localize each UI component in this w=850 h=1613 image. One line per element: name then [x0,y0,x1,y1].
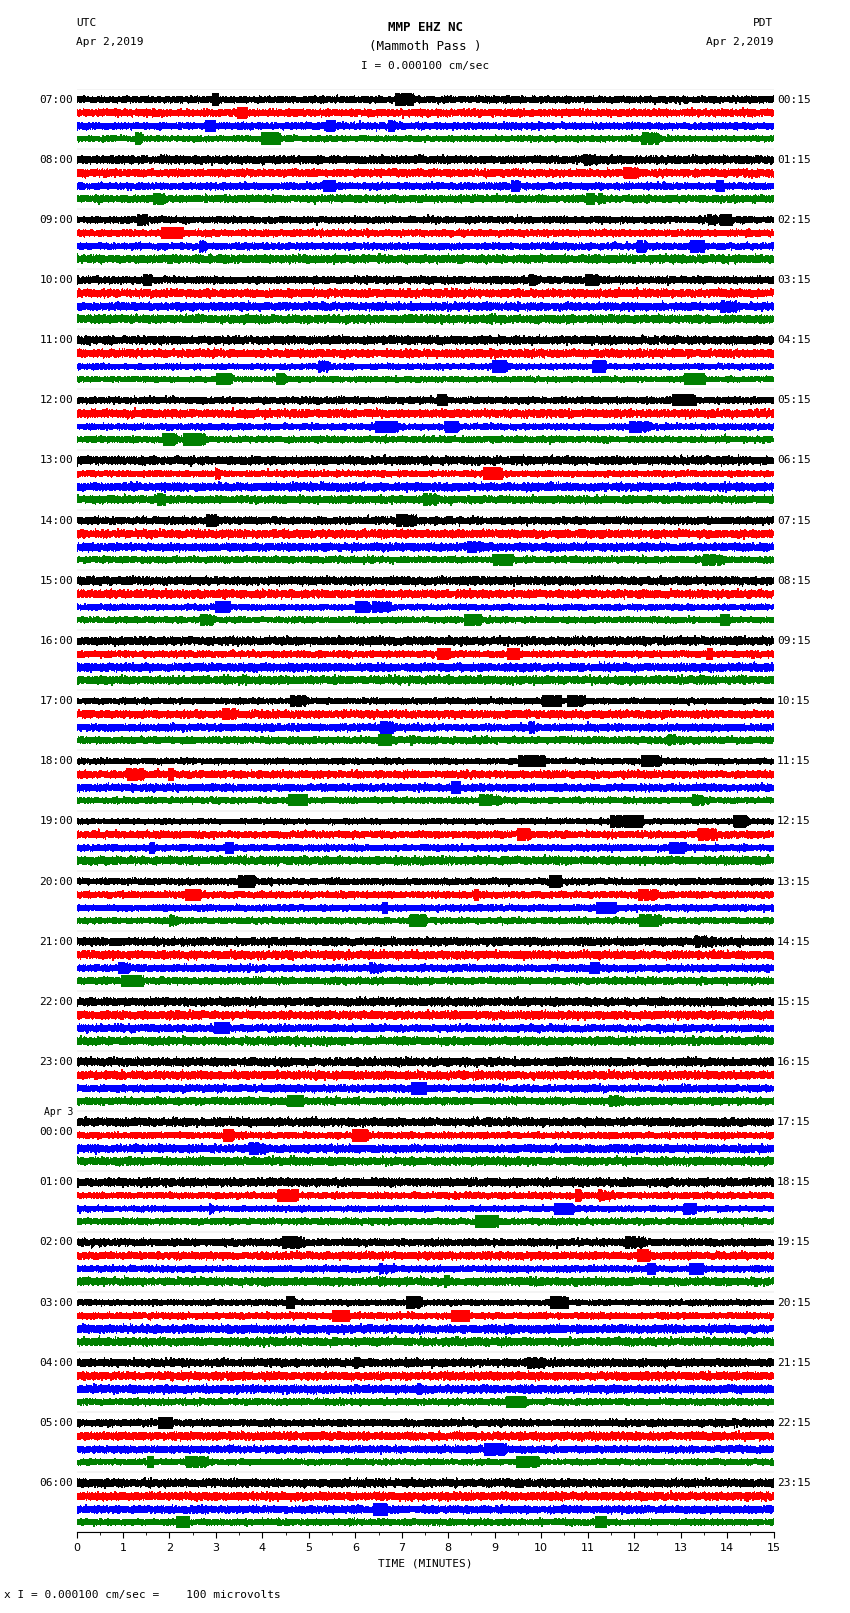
Text: 19:15: 19:15 [777,1237,811,1247]
Text: 17:15: 17:15 [777,1118,811,1127]
Text: 00:00: 00:00 [39,1127,73,1137]
Text: 22:15: 22:15 [777,1418,811,1428]
Text: 06:15: 06:15 [777,455,811,466]
Text: 04:15: 04:15 [777,336,811,345]
Text: 16:00: 16:00 [39,636,73,645]
Text: 17:00: 17:00 [39,697,73,706]
Text: 03:15: 03:15 [777,274,811,286]
Text: (Mammoth Pass ): (Mammoth Pass ) [369,40,481,53]
Text: 23:15: 23:15 [777,1478,811,1489]
Text: 14:15: 14:15 [777,937,811,947]
Text: 01:15: 01:15 [777,155,811,165]
Text: 04:00: 04:00 [39,1358,73,1368]
Text: 05:15: 05:15 [777,395,811,405]
Text: 10:15: 10:15 [777,697,811,706]
Text: 03:00: 03:00 [39,1297,73,1308]
Text: UTC: UTC [76,18,97,27]
Text: 13:15: 13:15 [777,876,811,887]
Text: 22:00: 22:00 [39,997,73,1007]
Text: 10:00: 10:00 [39,274,73,286]
Text: 19:00: 19:00 [39,816,73,826]
Text: 06:00: 06:00 [39,1478,73,1489]
Text: 14:00: 14:00 [39,516,73,526]
Text: 23:00: 23:00 [39,1057,73,1066]
Text: 02:15: 02:15 [777,215,811,224]
Text: x I = 0.000100 cm/sec =    100 microvolts: x I = 0.000100 cm/sec = 100 microvolts [4,1590,281,1600]
Text: 15:00: 15:00 [39,576,73,586]
Text: Apr 3: Apr 3 [43,1107,73,1118]
Text: 12:00: 12:00 [39,395,73,405]
Text: 07:00: 07:00 [39,95,73,105]
Text: MMP EHZ NC: MMP EHZ NC [388,21,462,34]
Text: 02:00: 02:00 [39,1237,73,1247]
Text: 16:15: 16:15 [777,1057,811,1066]
Text: 18:15: 18:15 [777,1177,811,1187]
Text: 20:00: 20:00 [39,876,73,887]
Text: I = 0.000100 cm/sec: I = 0.000100 cm/sec [361,61,489,71]
Text: 13:00: 13:00 [39,455,73,466]
Text: PDT: PDT [753,18,774,27]
Text: 12:15: 12:15 [777,816,811,826]
Text: 00:15: 00:15 [777,95,811,105]
Text: 21:15: 21:15 [777,1358,811,1368]
X-axis label: TIME (MINUTES): TIME (MINUTES) [377,1558,473,1568]
Text: Apr 2,2019: Apr 2,2019 [76,37,144,47]
Text: 21:00: 21:00 [39,937,73,947]
Text: 15:15: 15:15 [777,997,811,1007]
Text: 11:00: 11:00 [39,336,73,345]
Text: 05:00: 05:00 [39,1418,73,1428]
Text: 09:00: 09:00 [39,215,73,224]
Text: 20:15: 20:15 [777,1297,811,1308]
Text: 09:15: 09:15 [777,636,811,645]
Text: Apr 2,2019: Apr 2,2019 [706,37,774,47]
Text: 08:15: 08:15 [777,576,811,586]
Text: 11:15: 11:15 [777,756,811,766]
Text: 18:00: 18:00 [39,756,73,766]
Text: 08:00: 08:00 [39,155,73,165]
Text: 01:00: 01:00 [39,1177,73,1187]
Text: 07:15: 07:15 [777,516,811,526]
